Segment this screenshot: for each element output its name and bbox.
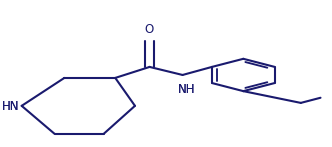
Text: NH: NH	[178, 83, 195, 96]
Text: HN: HN	[1, 100, 19, 113]
Text: O: O	[145, 23, 154, 36]
Text: NH: NH	[178, 83, 195, 96]
Text: HN: HN	[1, 100, 19, 113]
